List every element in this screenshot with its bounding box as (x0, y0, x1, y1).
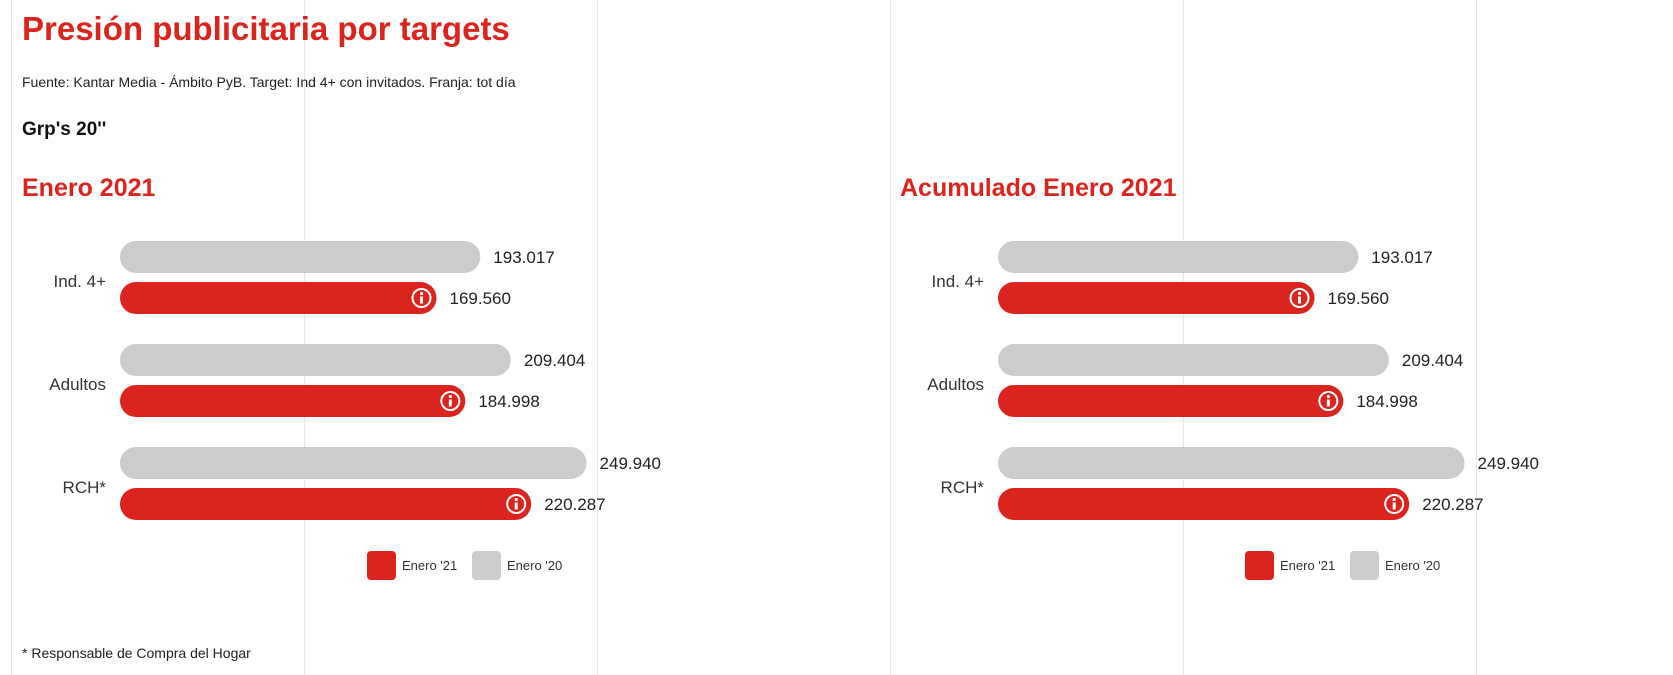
bar-enero-21[interactable] (998, 282, 1315, 314)
legend-label[interactable]: Enero '21 (402, 558, 457, 573)
category-label: Adultos (49, 375, 106, 394)
chart-panel-monthly: Enero 2021 Ind. 4+ 193.017 169.560 Adultos 2… (22, 168, 762, 608)
chart-title: Acumulado Enero 2021 (900, 174, 1177, 202)
grid-line (304, 0, 305, 675)
category-label: RCH* (63, 478, 107, 497)
bar-enero-20[interactable] (120, 447, 587, 479)
bar-enero-20[interactable] (998, 241, 1359, 273)
legend-label[interactable]: Enero '20 (507, 558, 562, 573)
source-note: Fuente: Kantar Media - Ámbito PyB. Targe… (22, 74, 516, 90)
bar-enero-21[interactable] (120, 385, 466, 417)
data-label: 220.287 (1422, 495, 1483, 514)
info-icon[interactable] (411, 288, 432, 308)
data-label: 209.404 (524, 351, 585, 370)
bar-enero-20[interactable] (120, 344, 511, 376)
bar-enero-21[interactable] (120, 282, 437, 314)
category-label: Adultos (927, 375, 984, 394)
data-label: 169.560 (1328, 289, 1389, 308)
data-label: 193.017 (493, 248, 554, 267)
bar-enero-21[interactable] (998, 488, 1410, 520)
bar-enero-20[interactable] (998, 447, 1465, 479)
category-label: Ind. 4+ (54, 272, 107, 291)
info-icon[interactable] (1384, 494, 1405, 514)
info-icon[interactable] (1289, 288, 1310, 308)
data-label: 193.017 (1371, 248, 1432, 267)
legend-swatch[interactable] (367, 551, 396, 580)
bar-enero-20[interactable] (120, 241, 481, 273)
grid-line (890, 0, 891, 675)
data-label: 169.560 (450, 289, 511, 308)
footnote: * Responsable de Compra del Hogar (22, 645, 251, 661)
data-label: 184.998 (1356, 392, 1417, 411)
page-title: Presión publicitaria por targets (22, 10, 510, 47)
grid-line (1183, 0, 1184, 675)
chart-panel-cumulative: Acumulado Enero 2021 Ind. 4+ 193.017 169.5… (900, 168, 1640, 608)
grid-line (1476, 0, 1477, 675)
data-label: 184.998 (478, 392, 539, 411)
chart-title: Enero 2021 (22, 174, 156, 202)
legend-swatch[interactable] (1350, 551, 1379, 580)
grid-line (597, 0, 598, 675)
bar-enero-20[interactable] (998, 344, 1389, 376)
legend-swatch[interactable] (1245, 551, 1274, 580)
metric-label: Grp's 20'' (22, 119, 107, 140)
info-icon[interactable] (1318, 391, 1339, 411)
bar-chart: Ind. 4+ 193.017 169.560 Adultos 209.404 184.9… (49, 241, 661, 580)
data-label: 249.940 (600, 454, 661, 473)
data-label: 220.287 (544, 495, 605, 514)
grid-line (11, 0, 12, 675)
legend-label[interactable]: Enero '21 (1280, 558, 1335, 573)
legend-swatch[interactable] (472, 551, 501, 580)
legend-label[interactable]: Enero '20 (1385, 558, 1440, 573)
category-label: Ind. 4+ (932, 272, 985, 291)
bar-enero-21[interactable] (120, 488, 532, 520)
bar-chart: Ind. 4+ 193.017 169.560 Adultos 209.404 184.9… (927, 241, 1539, 580)
bar-enero-21[interactable] (998, 385, 1344, 417)
data-label: 209.404 (1402, 351, 1463, 370)
info-icon[interactable] (440, 391, 461, 411)
info-icon[interactable] (506, 494, 527, 514)
category-label: RCH* (941, 478, 985, 497)
data-label: 249.940 (1478, 454, 1539, 473)
